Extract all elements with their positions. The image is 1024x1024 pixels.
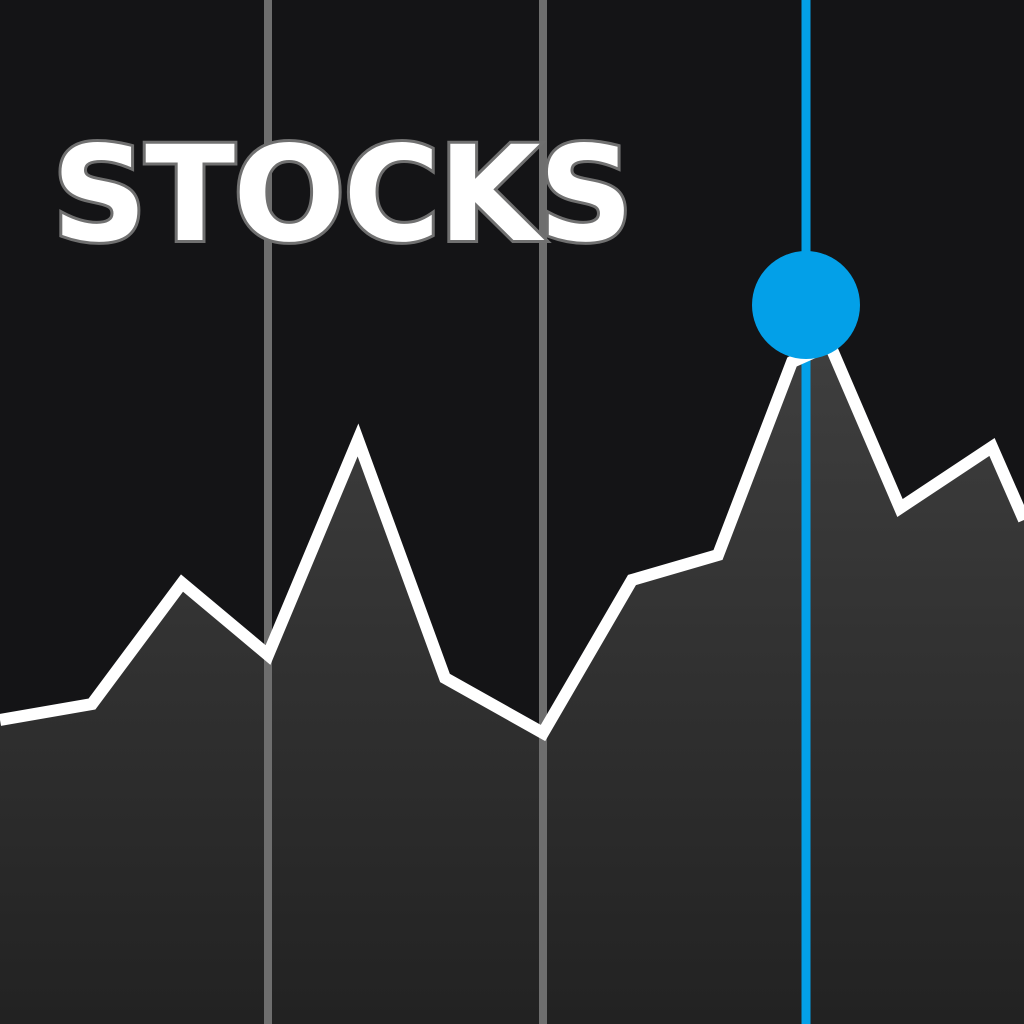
circle-dot-icon <box>752 251 860 359</box>
app-title: STOCKS <box>52 118 632 272</box>
price-line <box>0 337 1024 742</box>
price-area-fill <box>0 305 1024 1024</box>
